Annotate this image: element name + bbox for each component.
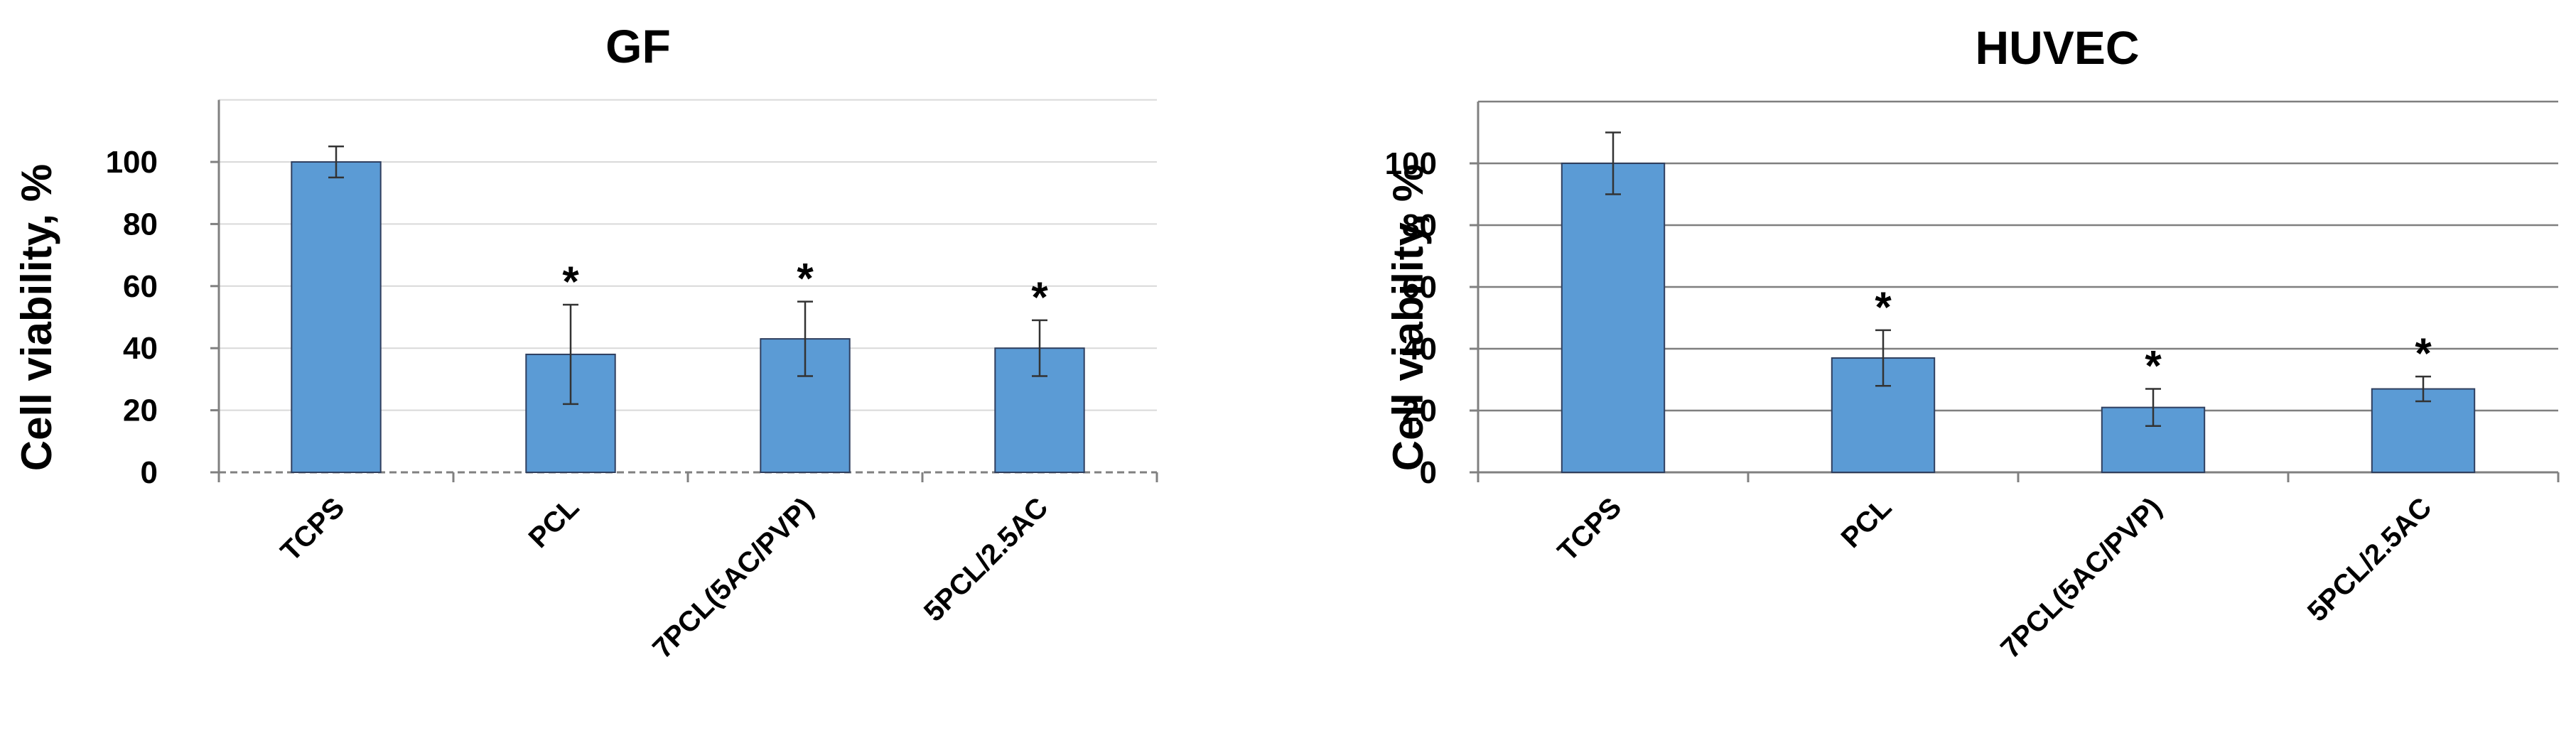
significance-marker: *	[562, 258, 579, 305]
x-tick-label: 7PCL(5AC/PVP)	[647, 492, 819, 664]
y-tick-label: 60	[1402, 270, 1437, 305]
y-tick-label: 100	[106, 145, 158, 180]
x-tick-label: PCL	[523, 492, 586, 554]
significance-marker: *	[2415, 330, 2432, 377]
y-tick-label: 60	[123, 269, 158, 304]
huvec-chart: HUVEC Cell viability, %0 20 40 60 80 100 TCPS * P…	[1384, 21, 2560, 665]
gf-chart: GF Cell viability, % 0 20 40 60 80 100 TCPS * PCL *…	[13, 20, 1158, 665]
y-tick-label: 100	[1385, 146, 1437, 181]
y-tick-label: 80	[1402, 208, 1437, 243]
significance-marker: *	[1031, 273, 1048, 321]
x-tick-label: 5PCL/2.5AC	[918, 492, 1054, 627]
x-tick-label: PCL	[1836, 492, 1898, 554]
significance-marker: *	[1875, 283, 1892, 331]
chart-title: GF	[605, 20, 671, 72]
y-tick-label: 20	[1402, 393, 1437, 428]
significance-marker: *	[797, 255, 814, 303]
bar-tcps	[291, 161, 382, 473]
y-tick-label: 40	[1402, 332, 1437, 366]
y-tick-label: 20	[123, 393, 158, 428]
y-tick-label: 80	[123, 207, 158, 241]
significance-marker: *	[2145, 342, 2162, 390]
y-axis-label: Cell viability, %	[1384, 164, 1432, 471]
x-tick-label: TCPS	[275, 492, 351, 568]
y-tick-label: 0	[1420, 455, 1437, 490]
x-tick-label: 7PCL(5AC/PVP)	[1995, 492, 2167, 664]
x-tick-label: 5PCL/2.5AC	[2302, 492, 2437, 627]
x-tick-label: TCPS	[1552, 492, 1628, 568]
bar-tcps	[1561, 163, 1666, 473]
bar-5pcl-2-5ac	[2371, 388, 2476, 473]
y-tick-label: 40	[123, 331, 158, 366]
y-axis-label: Cell viability, %	[13, 164, 60, 471]
y-tick-label: 0	[141, 455, 158, 490]
chart-title: HUVEC	[1975, 21, 2139, 74]
